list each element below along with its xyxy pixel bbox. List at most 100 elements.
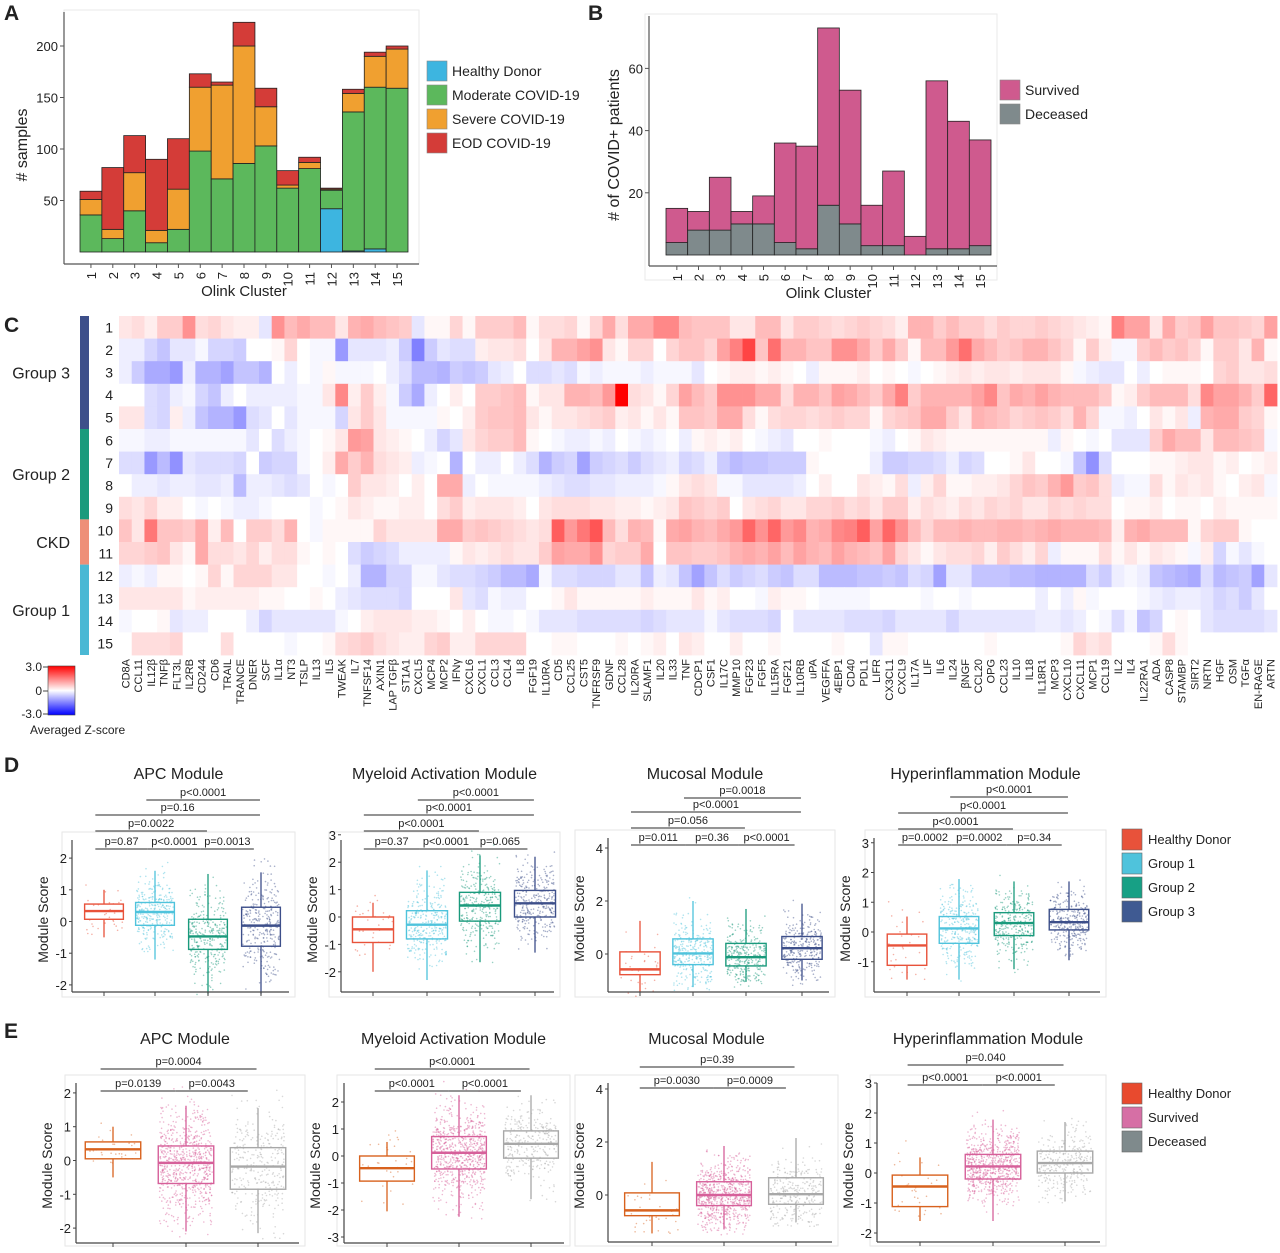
jitter-point xyxy=(268,955,270,958)
jitter-point xyxy=(271,933,273,936)
jitter-point xyxy=(278,1148,280,1150)
jitter-point xyxy=(255,912,258,914)
jitter-point xyxy=(275,953,278,956)
heatmap-cell xyxy=(1251,451,1265,475)
jitter-point xyxy=(192,1153,195,1155)
jitter-point xyxy=(163,1167,166,1169)
jitter-point xyxy=(444,917,446,920)
jitter-point xyxy=(544,926,547,928)
heatmap-cell xyxy=(869,632,883,656)
heatmap-cell xyxy=(933,361,947,385)
jitter-point xyxy=(199,1192,202,1195)
jitter-point xyxy=(164,1165,166,1167)
bar-segment-moderate-covid-19 xyxy=(79,214,103,253)
jitter-point xyxy=(485,915,488,918)
jitter-point xyxy=(247,927,249,929)
jitter-point xyxy=(200,1137,203,1139)
heatmap-cell xyxy=(946,451,960,475)
jitter-point xyxy=(207,1198,210,1200)
jitter-point xyxy=(163,906,166,908)
jitter-point xyxy=(181,1194,183,1197)
jitter-point xyxy=(150,907,152,910)
jitter-point xyxy=(256,1182,259,1184)
heatmap-cell xyxy=(526,519,540,543)
jitter-point xyxy=(162,1172,165,1174)
jitter-point xyxy=(468,863,470,866)
jitter-point xyxy=(134,1152,137,1154)
jitter-point xyxy=(263,933,266,936)
heatmap-cell xyxy=(195,361,209,385)
jitter-point xyxy=(444,916,446,918)
jitter-point xyxy=(209,1212,211,1215)
heatmap-cell xyxy=(895,316,909,339)
heatmap-cell xyxy=(742,451,756,475)
heatmap-cell xyxy=(246,406,260,430)
jitter-point xyxy=(166,908,168,911)
jitter-point xyxy=(240,1201,242,1203)
heatmap-cell xyxy=(437,609,451,633)
jitter-point xyxy=(547,880,550,882)
jitter-point xyxy=(431,912,433,915)
jitter-point xyxy=(475,882,477,885)
jitter-point xyxy=(139,875,142,878)
heatmap-cell xyxy=(1060,383,1074,407)
heatmap-cell xyxy=(1238,383,1252,407)
heatmap-cell xyxy=(208,542,222,565)
heatmap-cell xyxy=(1149,542,1163,565)
heatmap-cell xyxy=(488,316,502,339)
heatmap-cell xyxy=(1226,338,1240,362)
heatmap-cell xyxy=(373,338,387,362)
heatmap-cell xyxy=(538,316,553,339)
jitter-point xyxy=(521,921,524,923)
jitter-point xyxy=(261,1170,264,1173)
p-value-label: p=0.16 xyxy=(161,802,195,814)
heatmap-cell xyxy=(907,542,922,565)
heatmap-cell xyxy=(500,519,514,543)
jitter-point xyxy=(167,1225,169,1228)
row-label: 12 xyxy=(97,568,113,584)
heatmap-cell xyxy=(1200,587,1214,611)
heatmap-cell xyxy=(717,609,731,633)
heatmap-cell xyxy=(1022,406,1036,430)
jitter-point xyxy=(188,1217,190,1219)
plot-title: APC Module xyxy=(134,766,224,783)
jitter-point xyxy=(274,1157,277,1159)
jitter-point xyxy=(539,910,541,913)
heatmap-cell xyxy=(1035,587,1049,611)
jitter-point xyxy=(494,912,497,915)
heatmap-cell xyxy=(1086,542,1100,565)
jitter-point xyxy=(253,1154,255,1156)
heatmap-cell xyxy=(1137,609,1151,633)
heatmap-cell xyxy=(538,383,553,407)
jitter-point xyxy=(151,922,154,925)
jitter-point xyxy=(441,960,444,963)
jitter-point xyxy=(267,860,269,862)
jitter-point xyxy=(151,892,153,895)
jitter-point xyxy=(202,1210,204,1213)
jitter-point xyxy=(199,914,202,916)
jitter-point xyxy=(266,917,268,920)
jitter-point xyxy=(236,1127,239,1130)
jitter-point xyxy=(201,1113,203,1116)
heatmap-cell xyxy=(717,542,731,565)
jitter-point xyxy=(145,875,147,878)
heatmap-cell xyxy=(1200,474,1214,498)
heatmap-cell xyxy=(488,542,502,565)
box xyxy=(134,901,176,927)
jitter-point xyxy=(262,1205,264,1208)
column-label: IL22RA1 xyxy=(1138,659,1150,702)
heatmap-cell xyxy=(335,519,349,543)
jitter-point xyxy=(443,877,446,880)
heatmap-cell xyxy=(920,429,934,452)
jitter-point xyxy=(181,1118,184,1121)
jitter-point xyxy=(195,968,197,971)
heatmap-cell xyxy=(462,542,476,565)
heatmap-cell xyxy=(144,519,158,543)
jitter-point xyxy=(166,1159,168,1162)
jitter-point xyxy=(253,918,255,920)
jitter-point xyxy=(194,961,197,964)
jitter-point xyxy=(545,914,547,917)
jitter-point xyxy=(85,884,87,886)
jitter-point xyxy=(138,898,140,901)
heatmap-cell xyxy=(220,406,234,430)
